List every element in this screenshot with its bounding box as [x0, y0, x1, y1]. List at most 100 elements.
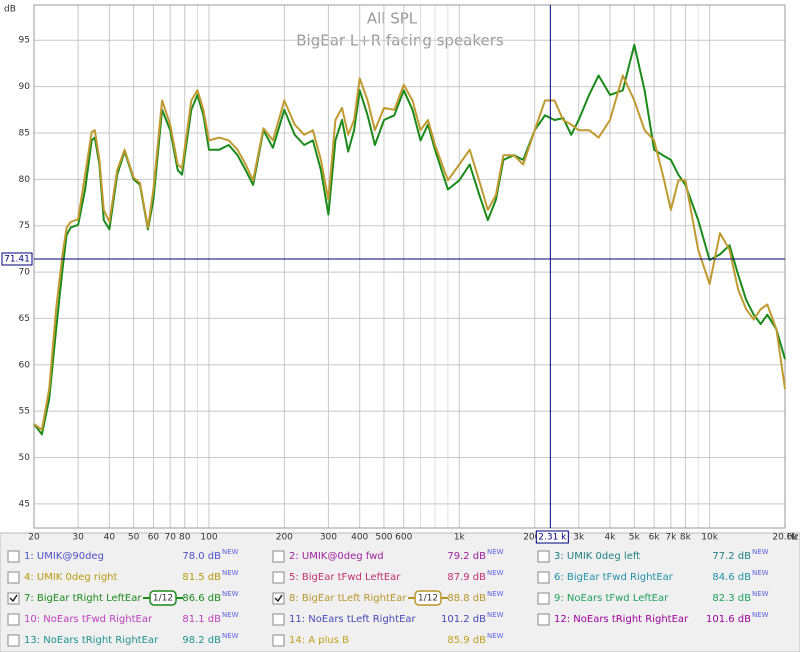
x-tick-label: 70	[164, 533, 176, 543]
new-badge: NEW	[222, 632, 239, 640]
measurement-level: 81.5 dB	[182, 572, 221, 583]
y-tick-label: 50	[19, 453, 31, 463]
x-tick-label: 200	[276, 533, 293, 543]
new-badge: NEW	[487, 548, 504, 556]
y-tick-label: 75	[19, 221, 30, 231]
x-tick-label: 6k	[649, 533, 661, 543]
measurement-level: 82.3 dB	[712, 593, 751, 604]
y-unit: dB	[4, 5, 16, 15]
x-tick-label: 60	[148, 533, 160, 543]
x-tick-label: 8k	[680, 533, 692, 543]
series-line	[33, 74, 786, 431]
x-tick-label: 30	[72, 533, 84, 543]
chart-bg	[0, 0, 800, 532]
measurement-level: 81.1 dB	[182, 614, 221, 625]
measurement-name[interactable]: 10: NoEars tFwd RightEar	[24, 614, 153, 625]
new-badge: NEW	[487, 632, 504, 640]
measurement-name[interactable]: 8: BigEar tLeft RightEar	[289, 593, 407, 604]
checkbox[interactable]	[7, 571, 20, 584]
measurement-level: 101.2 dB	[441, 614, 486, 625]
new-badge: NEW	[487, 611, 504, 619]
new-badge: NEW	[752, 548, 769, 556]
checkbox[interactable]	[272, 634, 285, 647]
new-badge: NEW	[487, 590, 504, 598]
x-tick-label: 80	[179, 533, 191, 543]
cursor-x-box	[535, 530, 569, 544]
measurement-name[interactable]: 3: UMIK 0deg left	[554, 551, 640, 562]
new-badge: NEW	[752, 611, 769, 619]
x-tick-label: 100	[200, 533, 217, 543]
x-tick-label: 400	[351, 533, 368, 543]
y-tick-label: 95	[19, 36, 30, 46]
x-tick-label: 600	[395, 533, 412, 543]
y-tick-label: 45	[19, 499, 30, 509]
measurement-level: 78.0 dB	[182, 551, 221, 562]
checkbox[interactable]	[272, 571, 285, 584]
x-tick-label: 4k	[605, 533, 617, 543]
measurement-level: 77.2 dB	[712, 551, 751, 562]
measurement-name[interactable]: 7: BigEar tRight LeftEar	[24, 593, 142, 604]
x-tick-label: 2000	[523, 533, 546, 543]
checkbox[interactable]	[537, 571, 550, 584]
checkmark	[9, 594, 18, 603]
x-tick-label: 300	[320, 533, 337, 543]
new-badge: NEW	[752, 590, 769, 598]
measurement-level: 79.2 dB	[447, 551, 486, 562]
checkbox[interactable]	[7, 634, 20, 647]
checkbox[interactable]	[272, 613, 285, 626]
cursor-y-label: 71.41	[4, 254, 30, 264]
new-badge: NEW	[222, 611, 239, 619]
y-tick-label: 70	[19, 268, 31, 278]
measurement-name[interactable]: 4: UMIK 0deg right	[24, 572, 118, 583]
measurement-name[interactable]: 14: A plus B	[289, 635, 349, 646]
y-tick-label: 55	[19, 407, 30, 417]
x-tick-label: 50	[128, 533, 140, 543]
smoothing-label: 1/12	[153, 594, 173, 604]
checkbox[interactable]	[272, 550, 285, 563]
y-tick-label: 90	[19, 82, 31, 92]
plot-frame	[33, 4, 786, 529]
measurement-name[interactable]: 11: NoEars tLeft RightEar	[289, 614, 417, 625]
x-tick-label: 1k	[454, 533, 466, 543]
x-tick-label: 40	[104, 533, 116, 543]
new-badge: NEW	[222, 548, 239, 556]
measurement-name[interactable]: 5: BigEar tFwd LeftEar	[289, 572, 401, 583]
smoothing-box[interactable]	[149, 590, 177, 606]
x-tick-label: 20.0k	[772, 533, 798, 543]
smoothing-label: 1/12	[418, 594, 438, 604]
measurement-name[interactable]: 1: UMIK@90deg	[24, 551, 104, 562]
checkbox[interactable]	[272, 592, 285, 605]
measurement-name[interactable]: 6: BigEar tFwd RightEar	[554, 572, 674, 583]
checkbox[interactable]	[7, 613, 20, 626]
checkbox[interactable]	[7, 592, 20, 605]
checkbox[interactable]	[7, 550, 20, 563]
x-tick-label: 500	[375, 533, 392, 543]
new-badge: NEW	[487, 569, 504, 577]
x-tick-label: 3k	[573, 533, 585, 543]
new-badge: NEW	[222, 569, 239, 577]
measurement-name[interactable]: 12: NoEars tRight RightEar	[554, 614, 689, 625]
measurement-level: 84.6 dB	[712, 572, 751, 583]
x-tick-label: 10k	[701, 533, 718, 543]
y-tick-label: 65	[19, 314, 30, 324]
measurement-name[interactable]: 9: NoEars tFwd LeftEar	[554, 593, 669, 604]
smoothing-box[interactable]	[414, 590, 442, 606]
new-badge: NEW	[222, 590, 239, 598]
measurement-name[interactable]: 13: NoEars tRight RightEar	[24, 635, 159, 646]
checkbox[interactable]	[537, 592, 550, 605]
measurement-level: 98.2 dB	[182, 635, 221, 646]
legend-panel	[0, 532, 800, 652]
checkbox[interactable]	[537, 613, 550, 626]
measurement-level: 85.9 dB	[447, 635, 486, 646]
checkbox[interactable]	[537, 550, 550, 563]
y-tick-label: 80	[19, 175, 31, 185]
measurement-level: 88.8 dB	[447, 593, 486, 604]
x-tick-label: 5k	[629, 533, 641, 543]
measurement-name[interactable]: 2: UMIK@0deg fwd	[289, 551, 384, 562]
checkmark	[274, 594, 283, 603]
measurement-level: 86.6 dB	[182, 593, 221, 604]
cursor-x-label: 2.31 k	[538, 533, 567, 543]
measurement-level: 101.6 dB	[706, 614, 751, 625]
